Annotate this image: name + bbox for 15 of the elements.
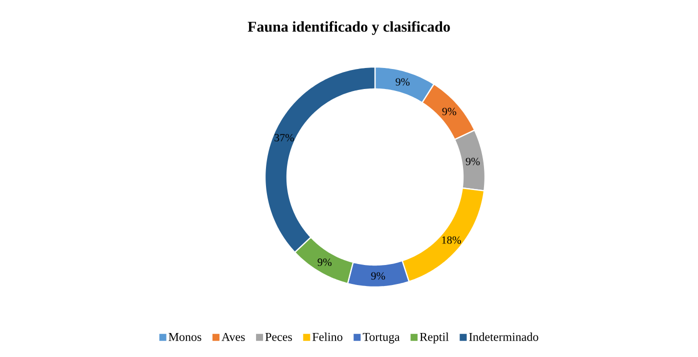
data-label: 9%: [318, 258, 332, 266]
legend-label: Tortuga: [362, 333, 400, 344]
legend-label: Monos: [168, 333, 202, 341]
legend-label: Aves: [222, 332, 245, 341]
legend-label: Felino: [312, 332, 342, 341]
legend-label: Reptil: [420, 332, 449, 344]
chart-title: Fauna identificado y clasificado: [248, 21, 450, 35]
data-label: 9%: [442, 108, 456, 116]
data-label: 37%: [274, 134, 294, 142]
legend-label: Peces: [265, 333, 292, 341]
data-label: 18%: [442, 236, 461, 244]
legend-label: Indeterminado: [469, 332, 538, 341]
data-label: 9%: [466, 158, 480, 166]
data-label: 9%: [396, 78, 410, 86]
data-label: 9%: [371, 272, 386, 280]
